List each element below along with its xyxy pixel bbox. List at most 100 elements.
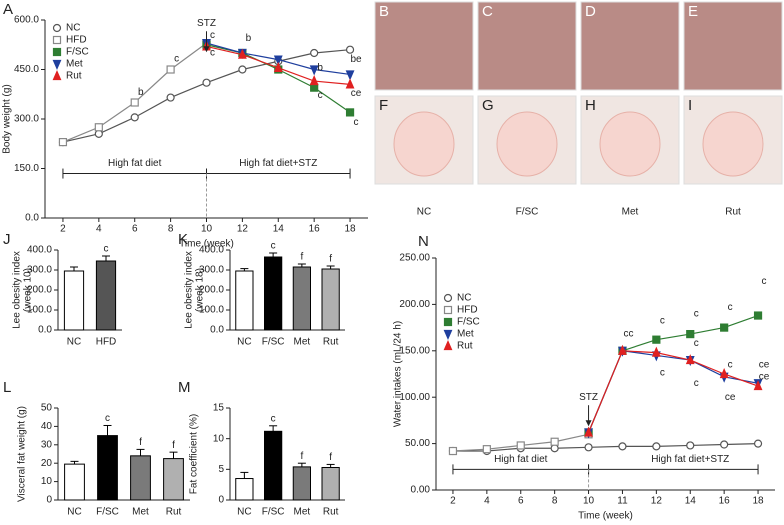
y-tick-label: 0.00: [411, 485, 431, 496]
bar: [130, 455, 151, 501]
panel-label: F: [379, 97, 388, 114]
point: [651, 346, 661, 357]
point: [345, 108, 355, 117]
panel-label: J: [3, 231, 11, 248]
y-tick-label: 100.0: [199, 305, 224, 316]
annotation: c: [104, 244, 109, 255]
annotation: ce: [759, 359, 770, 370]
panel-label: H: [585, 97, 596, 114]
point: [720, 323, 729, 332]
legend-label: F/SC: [457, 317, 480, 328]
arrow-head: [585, 420, 592, 427]
y-axis-label: Visceral fat weight (g): [17, 406, 28, 502]
x-tick-label: NC: [237, 337, 251, 348]
point: [94, 123, 103, 132]
point: [686, 441, 695, 450]
tissue: [393, 111, 455, 177]
panel-label: K: [178, 231, 188, 248]
x-tick-label: 12: [651, 496, 663, 507]
photo: [374, 1, 474, 91]
point: [309, 65, 319, 76]
y-tick-label: 15: [213, 403, 225, 414]
point: [753, 439, 763, 448]
x-tick-label: HFD: [96, 337, 117, 348]
y-axis-label: Body weight (g): [2, 84, 13, 153]
panel-label: A: [3, 1, 13, 18]
legend-marker: [52, 47, 62, 57]
panel-label: M: [178, 379, 191, 396]
y-tick-label: 450.0: [14, 64, 39, 75]
bar: [163, 458, 184, 501]
point: [94, 129, 103, 138]
x-tick-label: 12: [237, 224, 249, 235]
y-tick-label: 30: [41, 439, 53, 450]
x-tick-label: 8: [552, 496, 558, 507]
x-tick-label: 6: [132, 224, 138, 235]
x-tick-label: 4: [484, 496, 490, 507]
series-line: [62, 49, 351, 143]
x-tick-label: Rut: [166, 507, 182, 518]
photo-caption: NC: [417, 207, 431, 218]
annotation: High fat diet: [494, 454, 548, 465]
x-tick-label: NC: [67, 507, 81, 518]
x-tick-label: F/SC: [96, 507, 119, 518]
bar: [97, 435, 118, 501]
y-tick-label: 50: [41, 403, 53, 414]
bar: [264, 256, 283, 331]
point: [719, 368, 729, 379]
photo: [683, 1, 783, 91]
series-line: [206, 44, 351, 113]
x-tick-label: F/SC: [262, 337, 285, 348]
point: [686, 329, 695, 339]
y-tick-label: 10: [213, 433, 225, 444]
legend-label: NC: [457, 293, 471, 304]
bar: [292, 266, 311, 331]
legend-marker: [52, 70, 62, 81]
annotation: b: [138, 87, 144, 98]
x-tick-label: 18: [344, 224, 356, 235]
y-axis-label: (week 18): [195, 268, 206, 312]
point: [550, 437, 559, 446]
x-tick-label: 14: [685, 496, 697, 507]
legend-label: Met: [66, 59, 83, 70]
x-tick-label: 10: [201, 224, 213, 235]
series-line: [587, 350, 759, 433]
annotation: STZ: [579, 392, 598, 403]
x-tick-label: 2: [60, 224, 66, 235]
legend-marker: [443, 293, 453, 303]
point: [482, 445, 491, 454]
y-axis-label: (week 10): [23, 268, 34, 312]
arrow-head: [203, 46, 210, 53]
annotation: High fat diet+STZ: [651, 454, 729, 465]
x-axis-label: Time (week): [179, 239, 234, 250]
annotation: c: [210, 30, 215, 41]
point: [130, 98, 139, 107]
point: [58, 138, 68, 147]
point: [345, 45, 355, 54]
y-tick-label: 400.0: [199, 245, 224, 256]
annotation: f: [139, 437, 142, 448]
photo: [477, 1, 577, 91]
point: [309, 75, 319, 86]
legend-marker: [443, 340, 453, 351]
annotation: b: [317, 62, 323, 73]
y-axis-label: Lee obesity index: [184, 251, 195, 329]
point: [753, 311, 763, 320]
point: [310, 83, 319, 92]
x-tick-label: Met: [132, 507, 149, 518]
annotation: c: [660, 368, 665, 379]
y-tick-label: 150.0: [14, 163, 39, 174]
panel-label: D: [585, 3, 596, 20]
legend-label: Met: [457, 329, 474, 340]
point: [652, 335, 661, 344]
x-tick-label: 14: [273, 224, 285, 235]
x-tick-label: 16: [719, 496, 731, 507]
point: [273, 55, 283, 66]
bar: [95, 260, 117, 331]
x-tick-label: 11: [617, 496, 628, 507]
y-axis-label: Fat coefficient (%): [189, 414, 200, 494]
y-tick-label: 20: [41, 458, 53, 469]
y-tick-label: 600.0: [14, 15, 39, 26]
annotation: f: [300, 451, 303, 462]
point: [130, 113, 139, 122]
